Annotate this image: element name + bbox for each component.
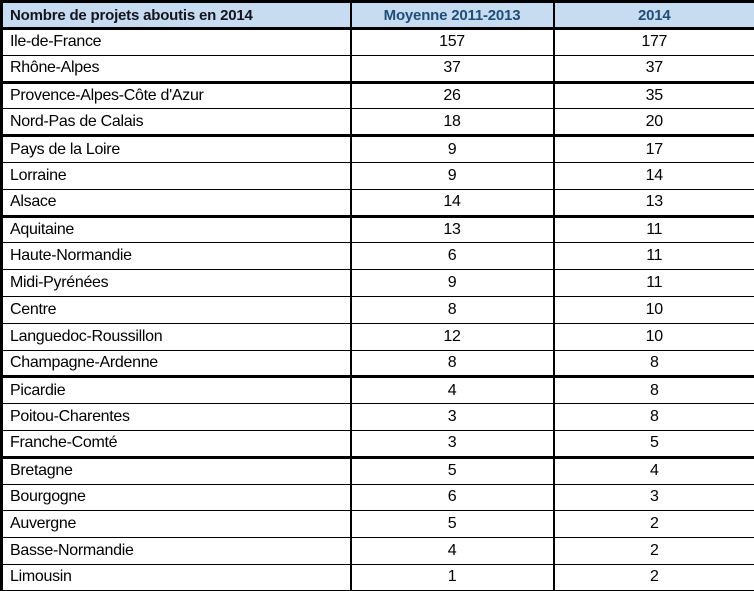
region-cell: Picardie [1,376,351,405]
table-row: Midi-Pyrénées 9 11 [1,269,754,297]
header-cell-avg-2011-2013: Moyenne 2011-2013 [349,1,554,30]
region-cell: Haute-Normandie [1,242,351,271]
value-2014-cell: 8 [552,349,754,379]
value-2014-cell: 177 [552,28,754,56]
avg-2011-2013-cell: 6 [349,242,554,271]
table-row: Alsace 14 13 [1,188,754,218]
table-row: Ile-de-France 157 177 [1,28,754,56]
avg-2011-2013-cell: 18 [349,108,554,138]
avg-2011-2013-cell: 3 [349,403,554,431]
table-row: Rhône-Alpes 37 37 [1,54,754,84]
value-2014-cell: 10 [552,322,754,351]
region-cell: Midi-Pyrénées [1,269,351,297]
avg-2011-2013-cell: 5 [349,510,554,539]
region-cell: Languedoc-Roussillon [1,322,351,351]
avg-2011-2013-cell: 8 [349,349,554,379]
table-row: Languedoc-Roussillon 12 10 [1,322,754,351]
region-cell: Limousin [1,563,351,591]
avg-2011-2013-cell: 9 [349,135,554,163]
region-cell: Basse-Normandie [1,537,351,565]
table-row: Nord-Pas de Calais 18 20 [1,108,754,138]
value-2014-cell: 4 [552,456,754,485]
region-cell: Provence-Alpes-Côte d'Azur [1,81,351,110]
value-2014-cell: 2 [552,510,754,539]
avg-2011-2013-cell: 26 [349,81,554,110]
avg-2011-2013-cell: 157 [349,28,554,56]
value-2014-cell: 37 [552,54,754,84]
table-body: Ile-de-France 157 177 Rhône-Alpes 37 37 Proven… [1,28,754,591]
region-cell: Lorraine [1,161,351,190]
table-header: Nombre de projets aboutis en 2014 Moyenn… [1,1,754,30]
value-2014-cell: 14 [552,161,754,190]
header-cell-title: Nombre de projets aboutis en 2014 [1,1,351,30]
value-2014-cell: 13 [552,188,754,218]
avg-2011-2013-cell: 1 [349,563,554,591]
region-cell: Poitou-Charentes [1,403,351,431]
table-row: Haute-Normandie 6 11 [1,242,754,271]
table-row: Champagne-Ardenne 8 8 [1,349,754,379]
avg-2011-2013-cell: 9 [349,269,554,297]
table-row: Bretagne 5 4 [1,456,754,485]
avg-2011-2013-cell: 4 [349,537,554,565]
value-2014-cell: 17 [552,135,754,163]
value-2014-cell: 11 [552,215,754,244]
avg-2011-2013-cell: 4 [349,376,554,405]
avg-2011-2013-cell: 3 [349,429,554,459]
avg-2011-2013-cell: 6 [349,483,554,512]
avg-2011-2013-cell: 9 [349,161,554,190]
header-row: Nombre de projets aboutis en 2014 Moyenn… [1,1,754,30]
table-row: Picardie 4 8 [1,376,754,405]
table-row: Centre 8 10 [1,295,754,324]
value-2014-cell: 20 [552,108,754,138]
value-2014-cell: 5 [552,429,754,459]
table-row: Basse-Normandie 4 2 [1,537,754,565]
table-row: Pays de la Loire 9 17 [1,135,754,163]
value-2014-cell: 8 [552,403,754,431]
table-row: Franche-Comté 3 5 [1,429,754,459]
region-cell: Bourgogne [1,483,351,512]
table-row: Auvergne 5 2 [1,510,754,539]
region-cell: Rhône-Alpes [1,54,351,84]
table-row: Bourgogne 6 3 [1,483,754,512]
avg-2011-2013-cell: 14 [349,188,554,218]
value-2014-cell: 10 [552,295,754,324]
header-cell-2014: 2014 [552,1,754,30]
table-row: Provence-Alpes-Côte d'Azur 26 35 [1,81,754,110]
region-cell: Centre [1,295,351,324]
region-cell: Franche-Comté [1,429,351,459]
value-2014-cell: 11 [552,242,754,271]
table-row: Poitou-Charentes 3 8 [1,403,754,431]
region-cell: Pays de la Loire [1,135,351,163]
region-cell: Ile-de-France [1,28,351,56]
table-row: Lorraine 9 14 [1,161,754,190]
value-2014-cell: 8 [552,376,754,405]
avg-2011-2013-cell: 12 [349,322,554,351]
avg-2011-2013-cell: 37 [349,54,554,84]
value-2014-cell: 3 [552,483,754,512]
table-row: Limousin 1 2 [1,563,754,591]
value-2014-cell: 2 [552,563,754,591]
table-row: Aquitaine 13 11 [1,215,754,244]
value-2014-cell: 11 [552,269,754,297]
avg-2011-2013-cell: 5 [349,456,554,485]
region-cell: Champagne-Ardenne [1,349,351,379]
region-cell: Alsace [1,188,351,218]
value-2014-cell: 35 [552,81,754,110]
region-cell: Bretagne [1,456,351,485]
avg-2011-2013-cell: 13 [349,215,554,244]
region-cell: Auvergne [1,510,351,539]
region-cell: Aquitaine [1,215,351,244]
region-cell: Nord-Pas de Calais [1,108,351,138]
avg-2011-2013-cell: 8 [349,295,554,324]
value-2014-cell: 2 [552,537,754,565]
